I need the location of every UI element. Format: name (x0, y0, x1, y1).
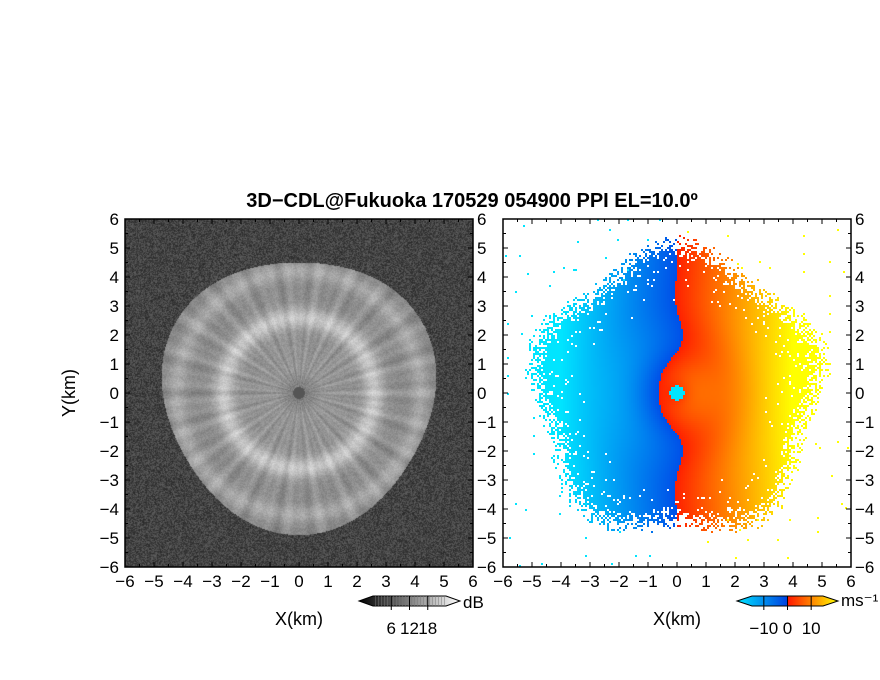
y-tick-label: −6 (100, 558, 119, 577)
intensity-colorbar: 6 12 18 dB (357, 593, 484, 638)
right-y-tick-label: −2 (855, 442, 874, 461)
y-tick-label: 1 (110, 355, 119, 374)
velocity-field-image (503, 219, 851, 567)
figure-title: 3D−CDL@Fukuoka 170529 054900 PPI EL=10.0… (246, 190, 698, 212)
colorbar-tick-label: 6 (387, 619, 396, 638)
intensity-colorbar-unit: dB (463, 593, 484, 612)
intensity-colorbar-ticks: 6 12 18 (387, 596, 437, 638)
x-tick-label: −4 (551, 572, 570, 591)
x-tick-label: 6 (846, 572, 855, 591)
x-tick-label: 5 (439, 572, 448, 591)
right-y-tick-label: −1 (477, 413, 496, 432)
y-tick-label: −1 (100, 413, 119, 432)
intensity-x-tick-labels: −6 −5 −4 −3 −2 −1 0 1 2 3 4 5 6 (115, 572, 477, 591)
x-tick-label: 4 (410, 572, 419, 591)
intensity-y-tick-labels: −6 −5 −4 −3 −2 −1 0 1 2 3 4 5 6 (100, 210, 119, 577)
right-y-tick-label: 1 (477, 355, 486, 374)
right-y-tick-label: −6 (855, 558, 874, 577)
right-y-tick-label: −3 (477, 471, 496, 490)
x-tick-label: 4 (788, 572, 797, 591)
y-tick-label: 5 (110, 239, 119, 258)
colorbar-tick-label: 18 (418, 619, 437, 638)
right-y-tick-label: −3 (855, 471, 874, 490)
x-tick-label: 2 (352, 572, 361, 591)
velocity-colorbar-unit: ms⁻¹ (841, 591, 879, 610)
x-tick-label: −1 (638, 572, 657, 591)
x-tick-label: 1 (323, 572, 332, 591)
velocity-colorbar-ticks: −10 0 10 (749, 596, 821, 638)
intensity-field-image (125, 219, 473, 567)
x-tick-label: 5 (817, 572, 826, 591)
velocity-x-tick-labels: −6 −5 −4 −3 −2 −1 0 1 2 3 4 5 6 (493, 572, 855, 591)
right-y-tick-label: 0 (855, 384, 864, 403)
right-y-tick-label: 1 (855, 355, 864, 374)
colorbar-tick-label: −10 (749, 619, 778, 638)
x-tick-label: −4 (173, 572, 192, 591)
y-tick-label: 6 (110, 210, 119, 229)
x-tick-label: −6 (493, 572, 512, 591)
x-tick-label: 3 (381, 572, 390, 591)
right-y-tick-label: 2 (477, 326, 486, 345)
colorbar-tick-label: 12 (400, 619, 419, 638)
right-y-tick-label: −5 (477, 529, 496, 548)
y-tick-label: −4 (100, 500, 119, 519)
right-y-tick-label: 5 (477, 239, 486, 258)
right-y-tick-label: 6 (855, 210, 864, 229)
intensity-x-axis-label: X(km) (275, 609, 323, 629)
velocity-axis-ticks: −6 −5 −4 −3 −2 −1 0 1 2 3 4 5 6 (502, 210, 874, 577)
x-tick-label: −5 (144, 572, 163, 591)
y-tick-label: −3 (100, 471, 119, 490)
x-tick-label: −5 (522, 572, 541, 591)
right-y-tick-label: −2 (477, 442, 496, 461)
x-tick-label: 1 (701, 572, 710, 591)
y-tick-label: −2 (100, 442, 119, 461)
x-tick-label: 3 (759, 572, 768, 591)
y-tick-label: 4 (110, 268, 119, 287)
right-y-tick-label: −6 (477, 558, 496, 577)
right-y-tick-label: 5 (855, 239, 864, 258)
x-tick-label: −1 (260, 572, 279, 591)
right-y-tick-label: −5 (855, 529, 874, 548)
x-tick-label: −2 (609, 572, 628, 591)
velocity-x-axis-label: X(km) (653, 609, 701, 629)
x-tick-label: 0 (294, 572, 303, 591)
x-tick-label: −2 (231, 572, 250, 591)
y-tick-label: 2 (110, 326, 119, 345)
right-y-tick-label: 2 (855, 326, 864, 345)
intensity-axis-ticks: −6 −5 −4 −3 −2 −1 0 1 2 3 4 5 6 (124, 210, 496, 577)
x-tick-label: 6 (468, 572, 477, 591)
right-y-tick-label: −4 (855, 500, 874, 519)
y-tick-label: −5 (100, 529, 119, 548)
intensity-y-axis-label: Y(km) (59, 369, 79, 417)
x-tick-label: −6 (115, 572, 134, 591)
right-y-tick-label: −4 (477, 500, 496, 519)
x-tick-label: 2 (730, 572, 739, 591)
x-tick-label: −3 (580, 572, 599, 591)
right-y-tick-label: 0 (477, 384, 486, 403)
velocity-colorbar: −10 0 10 ms⁻¹ (735, 591, 879, 638)
colorbar-tick-label: 10 (802, 619, 821, 638)
colorbar-tick-label: 0 (783, 619, 792, 638)
x-tick-label: 0 (672, 572, 681, 591)
right-y-tick-label: 3 (855, 297, 864, 316)
y-tick-label: 3 (110, 297, 119, 316)
right-y-tick-label: 4 (855, 268, 864, 287)
right-y-tick-label: 3 (477, 297, 486, 316)
x-tick-label: −3 (202, 572, 221, 591)
right-y-tick-label: −1 (855, 413, 874, 432)
right-y-tick-label: 4 (477, 268, 486, 287)
y-tick-label: 0 (110, 384, 119, 403)
right-y-tick-label: 6 (477, 210, 486, 229)
